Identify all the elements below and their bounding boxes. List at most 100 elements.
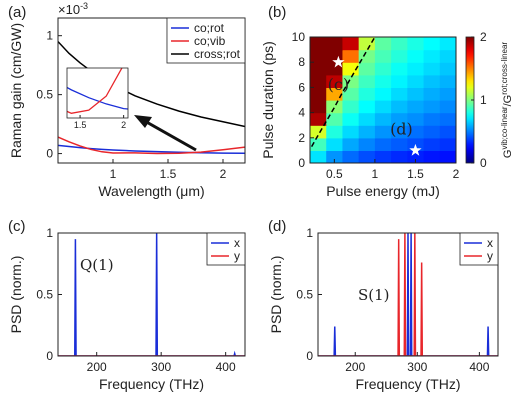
heat-cell bbox=[374, 37, 392, 51]
y-axis-title: Raman gain (cm/GW) bbox=[8, 23, 24, 158]
heat-cell bbox=[358, 37, 376, 51]
heat-cell bbox=[358, 112, 376, 126]
legend-label: co;vib bbox=[194, 34, 226, 48]
series-line bbox=[58, 144, 245, 154]
heat-cell bbox=[310, 37, 327, 51]
heat-cell bbox=[391, 87, 408, 101]
y-axis-title: PSD (norm.) bbox=[8, 256, 24, 334]
heat-cell bbox=[342, 137, 360, 151]
arrow-shaft bbox=[142, 118, 197, 152]
colorbar-tick-label: 1 bbox=[480, 93, 487, 107]
heat-cell bbox=[310, 150, 327, 163]
heat-cell bbox=[439, 150, 456, 163]
multiplier-base: ×10 bbox=[58, 2, 80, 17]
heat-cell bbox=[358, 49, 376, 63]
y-tick-label: 8 bbox=[298, 55, 305, 69]
y-tick-label: 10 bbox=[292, 30, 306, 44]
x-axis-title: Frequency (THz) bbox=[355, 376, 460, 392]
y-tick-label: 0.5 bbox=[36, 288, 53, 302]
contour-line bbox=[310, 37, 376, 147]
heat-cell bbox=[423, 87, 441, 101]
x-tick-label: 200 bbox=[87, 360, 107, 374]
heat-cell bbox=[407, 74, 425, 88]
heat-cell bbox=[310, 87, 327, 101]
heat-cell bbox=[358, 137, 376, 151]
heat-cell bbox=[391, 74, 408, 88]
x-tick-label: 300 bbox=[407, 360, 427, 374]
x-tick-label: 1 bbox=[110, 167, 117, 181]
marker-label: (c) bbox=[328, 75, 349, 94]
heat-cell bbox=[374, 74, 392, 88]
heat-cell bbox=[374, 49, 392, 63]
x-axis-title: Frequency (THz) bbox=[99, 376, 204, 392]
heat-cell bbox=[439, 37, 456, 51]
series-line bbox=[318, 233, 498, 356]
heat-cell bbox=[326, 150, 344, 163]
heat-cell bbox=[423, 74, 441, 88]
heat-cell bbox=[310, 74, 327, 88]
heat-cell bbox=[310, 49, 327, 63]
heat-cell bbox=[407, 150, 425, 163]
heat-cell bbox=[391, 49, 408, 63]
y-tick-label: 0.5 bbox=[36, 88, 53, 102]
axes-frame bbox=[309, 36, 457, 164]
heat-cell bbox=[439, 87, 456, 101]
series-line bbox=[67, 68, 123, 114]
heat-cell bbox=[310, 125, 327, 139]
panel-label: (b) bbox=[268, 4, 286, 21]
panel-label: (d) bbox=[268, 218, 286, 235]
series-line bbox=[67, 86, 128, 110]
y-tick-label: 0 bbox=[46, 147, 53, 161]
heat-cell bbox=[407, 137, 425, 151]
heat-cell bbox=[310, 100, 327, 114]
x-tick-label: 1 bbox=[372, 167, 379, 181]
heat-cell bbox=[326, 62, 344, 76]
heat-cell bbox=[310, 112, 327, 126]
legend-box bbox=[206, 232, 246, 266]
x-axis-title: Pulse energy (mJ) bbox=[326, 183, 440, 199]
x-tick-label: 2 bbox=[220, 167, 227, 181]
y-tick-label: 1 bbox=[306, 226, 313, 240]
heat-cell bbox=[423, 37, 441, 51]
y-tick-label: 0 bbox=[298, 156, 305, 170]
axes-frame bbox=[57, 17, 246, 164]
legend-label: co;rot bbox=[194, 21, 225, 35]
multiplier-exponent: -3 bbox=[80, 1, 88, 11]
heat-cell bbox=[391, 112, 408, 126]
heat-cell bbox=[374, 112, 392, 126]
annotation: S(1) bbox=[358, 286, 390, 304]
y-tick-label: 0 bbox=[306, 349, 313, 363]
colorbar-tick-label: 2 bbox=[480, 30, 487, 44]
colorbar-title-base: G bbox=[502, 150, 514, 159]
heat-cell bbox=[374, 125, 392, 139]
y-tick-label: 2 bbox=[298, 131, 305, 145]
x-axis-title: Wavelength (μm) bbox=[98, 183, 204, 199]
heat-cell bbox=[358, 125, 376, 139]
x-tick-label: 400 bbox=[469, 360, 489, 374]
y-tick-label: 1 bbox=[46, 29, 53, 43]
series-line bbox=[58, 233, 245, 356]
x-tick-label: 1.5 bbox=[160, 167, 177, 181]
series-line bbox=[58, 136, 245, 155]
heat-cell bbox=[374, 150, 392, 163]
heat-cell bbox=[423, 150, 441, 163]
heat-cell bbox=[358, 62, 376, 76]
heat-cell bbox=[326, 100, 344, 114]
x-tick-label: 200 bbox=[345, 360, 365, 374]
heat-cell bbox=[407, 37, 425, 51]
heat-cell bbox=[374, 87, 392, 101]
heat-cell bbox=[439, 125, 456, 139]
heat-cell bbox=[342, 62, 360, 76]
heat-cell bbox=[342, 100, 360, 114]
heat-cell bbox=[342, 37, 360, 51]
legend-label: y bbox=[234, 249, 240, 263]
heat-cell bbox=[358, 74, 376, 88]
heat-cell bbox=[326, 87, 344, 101]
annotation: Q(1) bbox=[80, 256, 114, 274]
legend-label: x bbox=[234, 236, 240, 250]
legend: xy bbox=[459, 232, 499, 266]
heat-cell bbox=[374, 62, 392, 76]
heat-cell bbox=[358, 150, 376, 163]
y-multiplier: ×10-3 bbox=[58, 1, 88, 17]
